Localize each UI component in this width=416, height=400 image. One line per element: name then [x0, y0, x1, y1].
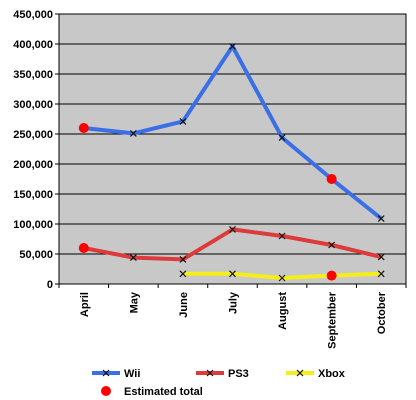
legend-marker [102, 369, 110, 377]
legend-estimated-dot [101, 386, 111, 396]
data-point [229, 225, 236, 233]
legend: Wii PS3 Xbox Estimated total [92, 368, 346, 398]
y-tick-label: 0 [47, 279, 53, 291]
legend-item-xbox: Xbox [286, 368, 346, 380]
legend-marker [206, 369, 214, 377]
x-tick-label: October [376, 291, 388, 334]
data-point [129, 129, 137, 137]
data-point [179, 255, 187, 263]
y-tick-label: 450,000 [13, 9, 53, 21]
x-axis-ticks: April May June July August September October [58, 284, 407, 349]
data-point [278, 274, 286, 282]
legend-item-estimated: Estimated total [101, 386, 203, 398]
gridlines [59, 43, 406, 255]
estimated-point [326, 270, 337, 281]
data-point [377, 253, 385, 261]
data-point [229, 270, 236, 278]
legend-label: Estimated total [124, 386, 203, 398]
data-point [278, 232, 286, 240]
estimated-point [78, 123, 89, 133]
data-point [179, 117, 187, 125]
y-tick-label: 150,000 [13, 189, 53, 201]
legend-item-ps3: PS3 [196, 368, 249, 380]
plot-area [58, 13, 407, 285]
data-point [377, 215, 385, 223]
x-tick-label: September [327, 291, 339, 349]
x-tick-label: April [79, 292, 91, 317]
legend-marker [296, 369, 304, 377]
y-tick-label: 350,000 [13, 69, 53, 81]
y-tick-label: 50,000 [19, 249, 53, 261]
x-tick-label: May [128, 291, 140, 313]
estimated-point [78, 243, 89, 253]
data-point [129, 254, 137, 262]
data-point [328, 241, 336, 249]
x-tick-label: August [277, 292, 289, 330]
y-axis-ticks: 0 50,000 100,000 150,000 200,000 250,000 300,0… [13, 9, 59, 291]
series-wii [78, 42, 385, 223]
y-tick-label: 100,000 [13, 219, 53, 231]
series-ps3 [78, 225, 385, 263]
x-tick-label: July [228, 291, 240, 314]
series-layer [78, 42, 385, 282]
y-tick-label: 250,000 [13, 129, 53, 141]
y-tick-label: 300,000 [13, 99, 53, 111]
data-point [179, 270, 187, 278]
y-tick-label: 400,000 [13, 39, 53, 51]
estimated-point [326, 174, 337, 184]
legend-label: Xbox [318, 368, 346, 380]
data-point [229, 42, 236, 50]
legend-label: Wii [124, 368, 140, 380]
series-xbox [179, 270, 385, 282]
x-tick-label: June [178, 292, 190, 318]
y-tick-label: 200,000 [13, 159, 53, 171]
data-point [377, 270, 385, 278]
data-point [278, 134, 286, 142]
legend-item-wii: Wii [92, 368, 140, 380]
legend-label: PS3 [228, 368, 249, 380]
